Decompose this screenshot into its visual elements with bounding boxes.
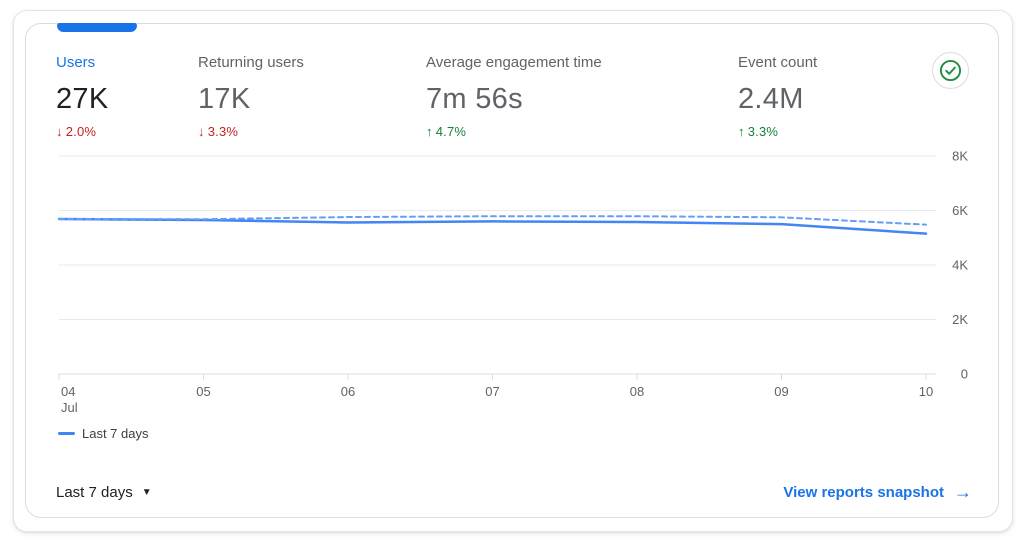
metric-value: 17K: [198, 83, 251, 115]
reports-snapshot-card: Users 27K ↓ 2.0% Returning users 17K ↓ 3.3…: [13, 10, 1013, 532]
metric-delta: ↓ 2.0%: [56, 124, 109, 139]
svg-text:05: 05: [196, 384, 210, 399]
delta-arrow-icon: ↓: [56, 124, 63, 139]
delta-arrow-icon: ↑: [738, 124, 745, 139]
metric-value: 2.4M: [738, 83, 804, 115]
svg-text:09: 09: [774, 384, 788, 399]
metric-value: 7m 56s: [426, 83, 523, 115]
data-quality-check-button[interactable]: [932, 52, 969, 89]
delta-value: 4.7%: [435, 124, 467, 139]
metric-label: Event count: [738, 54, 818, 71]
svg-text:04: 04: [61, 384, 75, 399]
view-reports-snapshot-link[interactable]: View reports snapshot →: [783, 483, 972, 501]
delta-arrow-icon: ↓: [198, 124, 205, 139]
link-label: View reports snapshot: [783, 483, 944, 501]
card-footer: Last 7 days ▼ View reports snapshot →: [56, 483, 972, 501]
svg-text:Jul: Jul: [61, 400, 78, 415]
metric-delta: ↑ 4.7%: [426, 124, 602, 139]
svg-text:0: 0: [961, 367, 968, 382]
users-overview-panel: Users 27K ↓ 2.0% Returning users 17K ↓ 3.3…: [25, 23, 999, 518]
active-tab-indicator[interactable]: [57, 23, 137, 32]
svg-text:6K: 6K: [952, 203, 968, 218]
metric-label: Returning users: [198, 54, 304, 71]
arrow-right-icon: →: [954, 482, 972, 502]
svg-text:06: 06: [341, 384, 355, 399]
svg-text:8K: 8K: [952, 149, 968, 164]
metric-returning-users[interactable]: Returning users 17K ↓ 3.3%: [198, 54, 304, 139]
metric-delta: ↑ 3.3%: [738, 124, 817, 139]
svg-text:10: 10: [919, 384, 933, 399]
svg-text:07: 07: [485, 384, 499, 399]
delta-value: 3.3%: [747, 124, 779, 139]
chart-legend: Last 7 days: [58, 426, 149, 441]
metric-delta: ↓ 3.3%: [198, 124, 304, 139]
metric-users[interactable]: Users 27K ↓ 2.0%: [56, 54, 109, 139]
delta-value: 3.3%: [207, 124, 239, 139]
check-circle-icon: [939, 59, 962, 82]
metric-average-engagement-time[interactable]: Average engagement time 7m 56s ↑ 4.7%: [426, 54, 602, 139]
delta-arrow-icon: ↑: [426, 124, 433, 139]
dropdown-caret-icon: ▼: [141, 486, 152, 498]
svg-text:08: 08: [630, 384, 644, 399]
metric-value: 27K: [56, 83, 109, 115]
date-range-dropdown[interactable]: Last 7 days ▼: [56, 484, 152, 501]
legend-label: Last 7 days: [82, 426, 149, 441]
metric-label: Users: [56, 54, 96, 71]
date-range-label: Last 7 days: [56, 483, 133, 501]
delta-value: 2.0%: [65, 124, 97, 139]
svg-text:2K: 2K: [952, 312, 968, 327]
svg-text:4K: 4K: [952, 258, 968, 273]
metric-label: Average engagement time: [426, 54, 602, 71]
legend-line-swatch: [58, 432, 75, 435]
metric-event-count[interactable]: Event count 2.4M ↑ 3.3%: [738, 54, 817, 139]
